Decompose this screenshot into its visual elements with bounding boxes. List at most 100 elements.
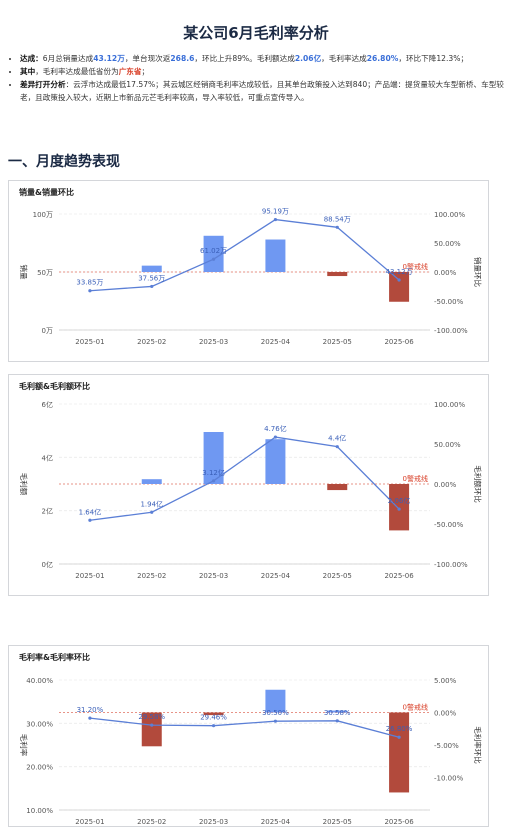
right-tick-label: 0.00% — [434, 269, 457, 277]
series-line — [89, 436, 400, 521]
left-tick-label: 2亿 — [42, 507, 53, 516]
right-tick-label: 100.00% — [434, 211, 465, 219]
right-tick-label: 50.00% — [434, 441, 461, 449]
margin-chart: 40.00% 30.00% 20.00% 10.00% 5.00% 0.00% -5.00%… — [19, 677, 483, 826]
data-label: 37.56万 — [138, 274, 165, 282]
line-point — [273, 217, 278, 222]
x-tick-label: 2025-01 — [75, 818, 104, 826]
line-point — [88, 518, 92, 522]
left-tick-label: 10.00% — [26, 807, 53, 815]
chart-title: 毛利额&毛利额环比 — [19, 382, 90, 391]
line-point — [273, 435, 278, 439]
left-tick-label: 6亿 — [42, 400, 53, 409]
line-point — [335, 445, 339, 449]
x-tick-label: 2025-03 — [199, 818, 228, 826]
line-point — [211, 257, 216, 261]
data-label: 4.4亿 — [328, 434, 346, 443]
x-tick-label: 2025-05 — [323, 818, 352, 826]
line-point — [150, 284, 154, 289]
summary-text: ，环比上升89%。毛利额达成 — [194, 54, 295, 63]
right-tick-label: -100.00% — [434, 561, 468, 569]
data-label: 88.54万 — [324, 215, 351, 223]
left-axis-label: 毛利率 — [19, 734, 29, 757]
line-point — [273, 719, 278, 723]
series-line — [89, 218, 400, 292]
bar — [141, 479, 162, 484]
x-tick-label: 2025-01 — [75, 572, 104, 580]
line-point — [335, 719, 339, 723]
bar — [265, 439, 286, 484]
left-tick-label: 40.00% — [26, 677, 53, 685]
summary-text: ，毛利率达成 — [321, 54, 367, 63]
data-label: 61.02万 — [200, 247, 227, 255]
right-tick-label: 100.00% — [434, 401, 465, 409]
data-label: 30.50% — [262, 709, 289, 717]
sales-chart: 0万 50万 100万 100.00% 50.00% 0.00% -50.00% -100.0… — [19, 208, 483, 346]
line-point — [88, 716, 92, 720]
chart-title: 毛利率&毛利率环比 — [19, 653, 90, 662]
line-point — [150, 510, 154, 514]
line-point — [150, 723, 154, 727]
summary-text: 差异打开分析 — [20, 80, 66, 89]
x-tick-label: 2025-02 — [137, 818, 166, 826]
summary-item: 其中，毛利率达成最低省份为广东省； — [20, 65, 508, 78]
left-axis-label: 毛利额 — [19, 473, 29, 496]
right-tick-label: 0.00% — [434, 710, 457, 718]
right-tick-label: 50.00% — [434, 240, 461, 248]
chart-panel-sales: 销量&销量环比 0万 50万 100万 100.00% 50.00% 0.00% -50.0… — [8, 180, 489, 362]
data-label: 31.20% — [77, 706, 104, 714]
bar — [389, 484, 410, 531]
bar — [389, 272, 410, 302]
data-label: 26.80% — [386, 725, 413, 733]
right-axis-label: 毛利额环比 — [473, 465, 483, 503]
bar — [389, 712, 410, 793]
summary-text: 43.12万 — [93, 54, 125, 63]
line-point — [397, 735, 401, 739]
series-line — [89, 717, 400, 738]
bar — [265, 689, 286, 713]
data-label: 95.19万 — [262, 208, 289, 216]
x-tick-label: 2025-04 — [261, 338, 291, 346]
data-label: 29.46% — [200, 714, 227, 722]
line-point — [88, 289, 92, 293]
bar — [327, 710, 348, 713]
summary-text: 6月总销量达成 — [42, 54, 94, 63]
chart-panel-margin: 毛利率&毛利率环比 40.00% 30.00% 20.00% 10.00% 5.00% 0… — [8, 645, 489, 827]
left-tick-label: 4亿 — [42, 453, 53, 462]
summary-text: 26.80% — [366, 54, 399, 63]
summary-item: 差异打开分析：云浮市达成最低17.57%；其云城区经销商毛利率达成较低，且其单台… — [20, 78, 508, 104]
x-tick-label: 2025-03 — [199, 338, 228, 346]
summary-text: 268.6 — [170, 54, 195, 63]
data-label: 43.12万 — [386, 268, 413, 276]
line-point — [397, 278, 401, 282]
line-point — [335, 225, 339, 229]
right-axis-label: 毛利率环比 — [473, 726, 483, 764]
summary-text: ，单台现次返 — [124, 54, 171, 63]
left-tick-label: 20.00% — [26, 764, 53, 772]
line-point — [397, 507, 401, 511]
right-tick-label: 5.00% — [434, 677, 457, 685]
x-tick-label: 2025-06 — [384, 338, 414, 346]
left-tick-label: 100万 — [33, 211, 53, 219]
data-label: 3.12亿 — [202, 468, 225, 477]
x-tick-label: 2025-04 — [261, 818, 291, 826]
bar — [141, 712, 162, 747]
zero-warning-label: 0警戒线 — [403, 262, 428, 271]
bar — [327, 484, 348, 491]
data-label: 2.06亿 — [388, 496, 411, 505]
page-title: 某公司6月毛利率分析 — [183, 24, 329, 42]
bar — [327, 272, 348, 277]
zero-warning-label: 0警戒线 — [403, 703, 428, 712]
summary-list: 达成：6月总销量达成43.12万，单台现次返268.6，环比上升89%。毛利额达… — [8, 52, 508, 104]
bar — [141, 265, 162, 272]
x-tick-label: 2025-03 — [199, 572, 228, 580]
data-label: 4.76亿 — [264, 424, 287, 433]
data-label: 1.64亿 — [79, 507, 102, 516]
summary-text: ，环比下降12.3%； — [398, 54, 469, 63]
summary-text: 达成： — [20, 54, 43, 63]
summary-text: 广东省 — [118, 67, 142, 76]
zero-warning-label: 0警戒线 — [403, 474, 428, 483]
left-tick-label: 30.00% — [26, 720, 53, 728]
right-tick-label: -10.00% — [434, 775, 464, 783]
line-point — [211, 724, 216, 728]
